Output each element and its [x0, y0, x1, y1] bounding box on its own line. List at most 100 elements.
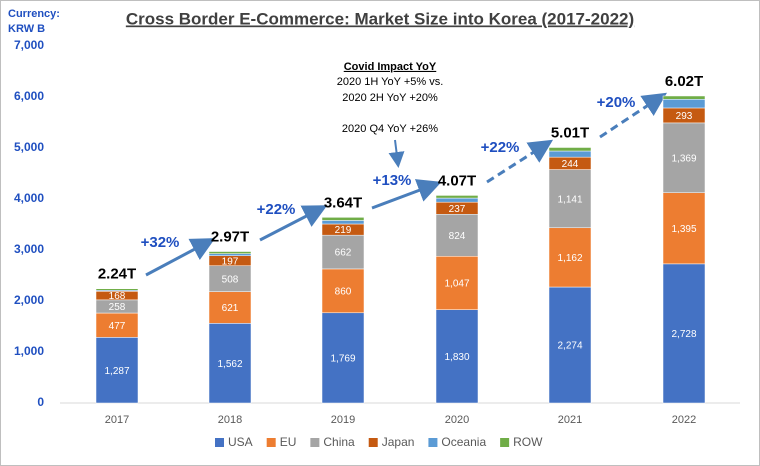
- total-label: 3.64T: [324, 194, 362, 211]
- legend-swatch: [368, 438, 378, 447]
- legend-label: EU: [280, 435, 297, 449]
- segment-label: 168: [109, 291, 126, 302]
- segment-label: 1,162: [557, 253, 582, 264]
- x-tick-label: 2022: [672, 414, 696, 426]
- segment-label: 1,287: [104, 366, 129, 377]
- segment-label: 197: [222, 256, 239, 267]
- total-label: 6.02T: [665, 73, 703, 90]
- x-tick-label: 2020: [445, 414, 469, 426]
- segment-label: 1,395: [671, 224, 696, 235]
- total-label: 4.07T: [438, 172, 476, 189]
- y-tick-label: 3,000: [14, 242, 44, 256]
- bar-segment: [208, 265, 252, 292]
- bar-segment: [95, 288, 139, 291]
- bar-segment: [435, 309, 479, 404]
- y-tick-label: 5,000: [14, 140, 44, 154]
- legend-label: Japan: [382, 435, 415, 449]
- bar-segment: [435, 213, 479, 257]
- y-tick-label: 6,000: [14, 89, 44, 103]
- legend-label: China: [323, 435, 355, 449]
- bar-segment: [662, 192, 706, 265]
- bar-segment: [208, 323, 252, 404]
- x-tick-label: 2021: [558, 414, 582, 426]
- growth-label: +13%: [373, 172, 412, 189]
- note-line: 2020 Q4 YoY +26%: [342, 123, 438, 135]
- y-tick-label: 1,000: [14, 344, 44, 358]
- growth-label: +22%: [481, 139, 520, 156]
- chart-title: Cross Border E-Commerce: Market Size int…: [126, 9, 634, 28]
- bar-segment: [95, 337, 139, 404]
- legend-swatch: [310, 438, 320, 447]
- growth-arrows: [145, 92, 668, 277]
- arrow: [371, 179, 442, 210]
- segment-label: 662: [335, 248, 352, 259]
- bar-segment: [208, 253, 252, 256]
- growth-label: +20%: [597, 94, 636, 111]
- segment-label: 1,141: [557, 194, 582, 205]
- segment-label: 508: [222, 274, 239, 285]
- segment-label: 860: [335, 286, 352, 297]
- bar-segment: [208, 291, 252, 324]
- segment-label: 1,769: [330, 354, 355, 365]
- bar-segment: [548, 150, 592, 158]
- total-label: 2.97T: [211, 228, 249, 245]
- note-arrow: [388, 139, 405, 168]
- bar-segment: [321, 220, 365, 225]
- bar-segment: [548, 147, 592, 152]
- y-tick-label: 2,000: [14, 293, 44, 307]
- segment-label: 621: [222, 303, 239, 314]
- bar-segment: [662, 99, 706, 109]
- legend-swatch: [266, 438, 276, 447]
- arrow: [145, 238, 216, 277]
- legend-label: USA: [228, 435, 253, 449]
- bar-segment: [321, 234, 365, 270]
- note-line: 2020 1H YoY +5% vs.: [337, 76, 444, 88]
- x-tick-label: 2017: [105, 414, 129, 426]
- y-axis-label: KRW B: [8, 23, 45, 35]
- note-title: Covid Impact YoY: [344, 61, 437, 73]
- segment-label: 237: [449, 204, 466, 215]
- bar-segment: [662, 122, 706, 193]
- bar-segment: [321, 312, 365, 404]
- segment-label: 258: [109, 302, 126, 313]
- bar-segment: [435, 256, 479, 310]
- segment-label: 244: [562, 159, 579, 170]
- bar-segment: [435, 197, 479, 203]
- x-tick-label: 2019: [331, 414, 355, 426]
- bar-segment: [321, 268, 365, 314]
- total-label: 5.01T: [551, 124, 589, 141]
- segment-label: 1,562: [217, 359, 242, 370]
- x-tick-label: 2018: [218, 414, 242, 426]
- segment-label: 477: [109, 321, 126, 332]
- segment-label: 2,728: [671, 329, 696, 340]
- bar-segment: [208, 251, 252, 254]
- legend-swatch: [215, 438, 224, 447]
- growth-label: +22%: [257, 201, 296, 218]
- bar-segment: [662, 263, 706, 404]
- segment-label: 1,830: [444, 352, 469, 363]
- bar-segment: [548, 286, 592, 404]
- y-axis-label: Currency:: [8, 8, 60, 20]
- segment-label: 2,274: [557, 341, 582, 352]
- y-tick-label: 7,000: [14, 38, 44, 52]
- segment-label: 824: [449, 231, 466, 242]
- segment-label: 1,369: [671, 153, 696, 164]
- segment-label: 1,047: [444, 279, 469, 290]
- legend-swatch: [500, 438, 510, 447]
- legend-label: Oceania: [441, 435, 486, 449]
- bar-segment: [548, 169, 592, 229]
- note-line: 2020 2H YoY +20%: [342, 92, 438, 104]
- segment-label: 219: [335, 225, 352, 236]
- arrow: [259, 205, 328, 242]
- y-tick-label: 0: [37, 395, 44, 409]
- growth-label: +32%: [141, 234, 180, 251]
- total-label: 2.24T: [98, 266, 136, 283]
- bar-segment: [435, 195, 479, 199]
- segment-label: 293: [676, 111, 693, 122]
- legend-label: ROW: [513, 435, 543, 449]
- bar-segment: [321, 217, 365, 221]
- legend-swatch: [428, 438, 438, 447]
- bar-segment: [662, 95, 706, 100]
- bar-segment: [548, 227, 592, 288]
